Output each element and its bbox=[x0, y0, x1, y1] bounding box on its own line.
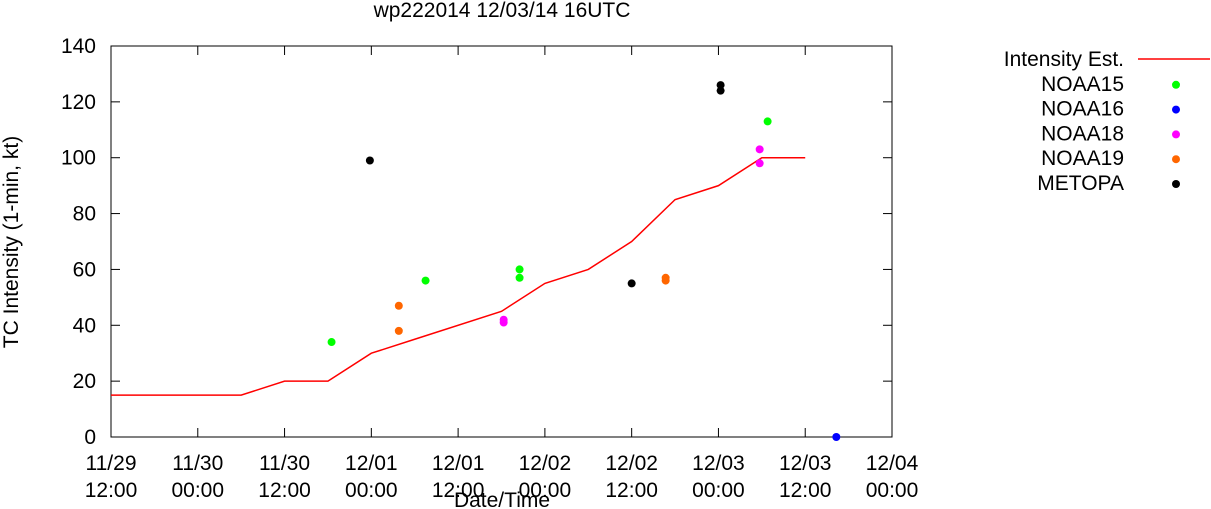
legend-label-noaa15: NOAA15 bbox=[1041, 73, 1124, 96]
legend-swatch-metopa bbox=[1172, 180, 1180, 188]
legend-label-intensity-est: Intensity Est. bbox=[1004, 48, 1124, 71]
x-tick-label-date: 12/04 bbox=[866, 452, 919, 475]
x-tick-label-date: 12/03 bbox=[779, 452, 832, 475]
x-tick-label-date: 12/02 bbox=[605, 452, 658, 475]
x-tick-label-time: 12:00 bbox=[258, 479, 311, 502]
x-tick-label-date: 11/29 bbox=[86, 452, 137, 475]
y-tick-label: 20 bbox=[73, 370, 96, 393]
legend-label-noaa16: NOAA16 bbox=[1041, 98, 1124, 121]
metopa-point bbox=[716, 86, 725, 95]
y-tick-label: 80 bbox=[73, 203, 96, 226]
noaa18-point bbox=[755, 145, 764, 154]
legend-label-metopa: METOPA bbox=[1037, 172, 1124, 195]
metopa-point bbox=[716, 81, 725, 90]
x-tick-label-time: 00:00 bbox=[692, 479, 745, 502]
metopa-point bbox=[365, 156, 374, 165]
intensity-est-line bbox=[111, 156, 806, 396]
noaa15-point bbox=[327, 338, 336, 347]
legend-label-noaa19: NOAA19 bbox=[1041, 147, 1124, 170]
noaa15-point bbox=[421, 276, 430, 285]
noaa18-point bbox=[499, 318, 508, 327]
noaa19-point bbox=[394, 301, 403, 310]
noaa18-point bbox=[755, 159, 764, 168]
noaa16-point bbox=[832, 433, 841, 441]
plot-border bbox=[110, 45, 893, 438]
legend: Intensity Est.NOAA15NOAA16NOAA18NOAA19ME… bbox=[1004, 48, 1210, 195]
x-tick-label-time: 00:00 bbox=[866, 479, 919, 502]
y-tick-label: 140 bbox=[61, 35, 96, 58]
y-tick-label: 100 bbox=[61, 147, 96, 170]
x-tick-label-time: 12:00 bbox=[605, 479, 658, 502]
chart-title: wp222014 12/03/14 16UTC bbox=[373, 0, 631, 22]
legend-label-noaa18: NOAA18 bbox=[1041, 122, 1124, 145]
legend-swatch-noaa15 bbox=[1172, 80, 1180, 89]
x-axis: 11/29 12:00 11/30 00:00 11/30 12:00 12/01 00:00… bbox=[85, 46, 919, 502]
y-axis-label: TC Intensity (1-min, kt) bbox=[0, 136, 23, 348]
legend-swatch-noaa18 bbox=[1172, 130, 1180, 139]
metopa-point bbox=[627, 279, 636, 288]
y-axis: 0 20 40 60 80 100 120 140 bbox=[61, 35, 892, 449]
y-tick-label: 0 bbox=[84, 426, 96, 449]
x-tick-label-time: 00:00 bbox=[171, 479, 224, 502]
legend-swatch-noaa19 bbox=[1172, 155, 1180, 164]
x-tick-label-time: 12:00 bbox=[85, 479, 138, 502]
noaa15-point bbox=[763, 117, 772, 126]
x-tick-label-time: 00:00 bbox=[345, 479, 398, 502]
x-tick-label-date: 11/30 bbox=[172, 452, 223, 475]
x-tick-label-date: 12/03 bbox=[692, 452, 745, 475]
noaa19-point bbox=[661, 276, 670, 285]
y-tick-label: 60 bbox=[73, 258, 96, 281]
legend-swatch-noaa16 bbox=[1172, 105, 1180, 114]
series-layer bbox=[111, 81, 841, 441]
x-tick-label-time: 12:00 bbox=[779, 479, 832, 502]
x-tick-label-time: 12:00 bbox=[432, 479, 485, 502]
noaa15-point bbox=[515, 265, 524, 274]
x-tick-label-date: 12/01 bbox=[345, 452, 398, 475]
x-axis-label: Date/Time bbox=[454, 489, 550, 509]
x-tick-label-date: 12/01 bbox=[432, 452, 485, 475]
x-tick-label-date: 11/30 bbox=[259, 452, 310, 475]
x-tick-label-date: 12/02 bbox=[519, 452, 572, 475]
y-tick-label: 40 bbox=[73, 314, 96, 337]
noaa15-point bbox=[515, 273, 524, 282]
noaa19-point bbox=[394, 326, 403, 335]
x-tick-label-time: 00:00 bbox=[519, 479, 572, 502]
y-tick-label: 120 bbox=[61, 91, 96, 114]
